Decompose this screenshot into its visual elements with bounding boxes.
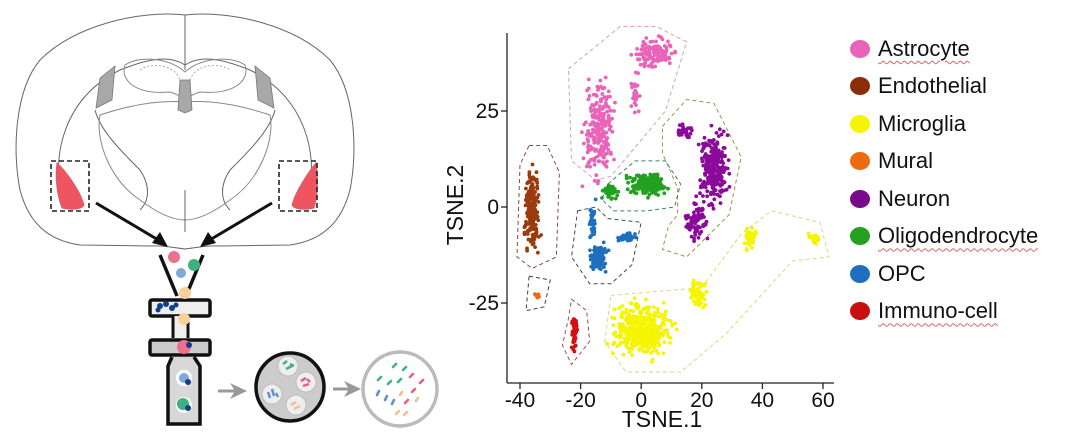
brain-section-outline <box>15 13 355 250</box>
legend-label: Immuno-cell <box>878 298 998 324</box>
legend-marker-icon <box>850 189 870 208</box>
legend-marker-icon <box>850 227 870 246</box>
legend-item-opc: OPC <box>850 255 1080 293</box>
legend: Astrocyte Endothelial Microglia Mural Neuron… <box>850 30 1080 330</box>
hull-oligodendrocyte <box>601 160 682 212</box>
microfluidic-device <box>148 251 212 426</box>
x-tick-label: 40 <box>751 389 774 412</box>
legend-marker-icon <box>850 39 870 58</box>
dissection-arrows <box>95 201 273 247</box>
tsne-scatter-plot: -40 -20 0 20 40 60 25 0 -25 TSNE.1 TSNE.2 <box>442 26 835 432</box>
axes: -40 -20 0 20 40 60 25 0 -25 <box>469 33 835 412</box>
series-microglia <box>605 226 821 364</box>
x-tick-label: 0 <box>635 389 647 412</box>
hull-neuron <box>661 98 742 258</box>
x-tick-label: -20 <box>565 389 595 412</box>
series-endothelial <box>522 162 543 255</box>
legend-label: Neuron <box>878 185 951 211</box>
y-tick-label: 25 <box>476 100 499 123</box>
left-highlight-region <box>55 162 85 210</box>
y-axis-label: TSNE.2 <box>442 165 468 246</box>
hull-immuno-cell <box>561 298 591 366</box>
legend-item-endothelial: Endothelial <box>850 68 1080 106</box>
scatter-points <box>522 34 821 364</box>
right-dissection-box <box>278 160 318 212</box>
hull-mural <box>525 275 551 312</box>
cluster-hulls <box>516 26 830 373</box>
legend-label: Astrocyte <box>878 35 970 61</box>
series-mural <box>533 292 541 300</box>
process-arrow-1 <box>218 383 247 399</box>
legend-item-microglia: Microglia <box>850 105 1080 143</box>
legend-marker-icon <box>850 302 870 321</box>
legend-label: Oligodendrocyte <box>878 223 1039 249</box>
x-tick-label: -40 <box>505 389 535 412</box>
legend-label: Mural <box>878 148 934 174</box>
sequencing-reads <box>361 350 439 428</box>
series-opc <box>587 197 638 274</box>
x-tick-label: 20 <box>690 389 713 412</box>
droplet-encapsulation <box>254 351 326 423</box>
legend-marker-icon <box>850 114 870 133</box>
legend-item-neuron: Neuron <box>850 180 1080 218</box>
legend-marker-icon <box>850 77 870 96</box>
legend-marker-icon <box>850 152 870 171</box>
left-dissection-box <box>50 160 90 212</box>
legend-item-astrocyte: Astrocyte <box>850 30 1080 68</box>
hull-opc <box>570 206 642 285</box>
right-highlight-region <box>291 161 318 210</box>
hull-endothelial <box>516 145 560 270</box>
legend-label: Endothelial <box>878 73 987 99</box>
x-axis-label: TSNE.1 <box>622 406 703 432</box>
x-tick-label: 60 <box>811 389 834 412</box>
legend-label: Microglia <box>878 110 967 136</box>
hull-astrocyte <box>567 26 688 181</box>
series-neuron <box>676 122 732 244</box>
legend-label: OPC <box>878 260 926 286</box>
legend-marker-icon <box>850 264 870 283</box>
legend-item-mural: Mural <box>850 143 1080 181</box>
y-tick-label: 0 <box>487 196 499 219</box>
series-oligodendrocyte <box>600 172 670 201</box>
legend-item-oligodendrocyte: Oligodendrocyte <box>850 218 1080 256</box>
y-tick-label: -25 <box>469 292 499 315</box>
process-arrow-2 <box>333 381 361 397</box>
series-astrocyte <box>580 34 677 189</box>
brain-dissociation-diagram <box>15 13 439 428</box>
legend-item-immuno-cell: Immuno-cell <box>850 293 1080 331</box>
ventricles <box>95 65 275 114</box>
series-immuno-cell <box>569 317 580 354</box>
